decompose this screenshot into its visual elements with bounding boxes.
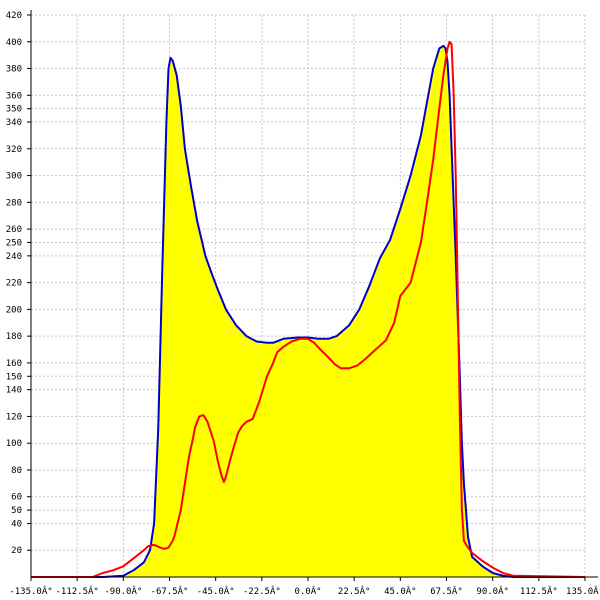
axis-layer [27, 10, 598, 581]
y-tick-label: 20 [11, 546, 22, 556]
x-tick-label: 67.5Â° [430, 585, 463, 597]
y-tick-label: 340 [6, 118, 22, 128]
y-tick-label: 160 [6, 359, 22, 369]
x-tick-label: 112.5Â° [520, 585, 558, 597]
y-tick-label: 50 [11, 506, 22, 516]
y-tick-label: 260 [6, 225, 22, 235]
series-line-2 [31, 40, 586, 578]
x-tick-label: 90.0Â° [476, 585, 509, 597]
area-fill [31, 45, 585, 578]
x-tick-label: 0.0Â° [294, 585, 321, 597]
x-tick-label: -45.0Â° [197, 585, 235, 597]
x-tick-label: -67.5Â° [151, 585, 189, 597]
y-tick-label: 250 [6, 238, 22, 248]
y-tick-label: 380 [6, 65, 22, 75]
y-tick-label: 40 [11, 519, 22, 529]
y-tick-label: 60 [11, 493, 22, 503]
y-tick-label: 360 [6, 91, 22, 101]
y-tick-label: 140 [6, 386, 22, 396]
x-tick-label: -112.5Â° [55, 585, 98, 597]
series-line-1 [31, 44, 585, 578]
y-tick-label: 120 [6, 412, 22, 422]
y-tick-label: 80 [11, 466, 22, 476]
y-tick-label: 100 [6, 439, 22, 449]
label-layer: -135.0Â° -112.5Â° -90.0Â° -67.5Â° -45.0Â° -22… [6, 11, 600, 597]
y-tick-label: 350 [6, 105, 22, 115]
x-tick-label: 135.0Â° [566, 585, 600, 597]
x-tick-label: 22.5Â° [338, 585, 371, 597]
x-tick-label: -22.5Â° [243, 585, 281, 597]
y-tick-label: 320 [6, 145, 22, 155]
x-tick-label: -135.0Â° [9, 585, 52, 597]
y-tick-label: 420 [6, 11, 22, 21]
y-tick-label: 300 [6, 172, 22, 182]
series-layer [31, 40, 586, 578]
y-tick-label: 220 [6, 279, 22, 289]
y-tick-label: 280 [6, 198, 22, 208]
x-tick-label: -90.0Â° [104, 585, 142, 597]
y-tick-label: 200 [6, 305, 22, 315]
y-tick-label: 240 [6, 252, 22, 262]
y-tick-label: 150 [6, 372, 22, 382]
y-tick-label: 180 [6, 332, 22, 342]
x-tick-label: 45.0Â° [384, 585, 417, 597]
y-tick-label: 400 [6, 38, 22, 48]
area-layer [31, 45, 585, 578]
